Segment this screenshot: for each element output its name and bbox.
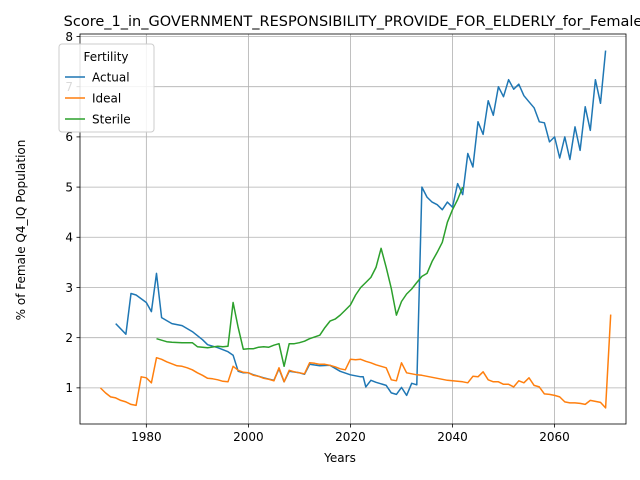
x-tick-label: 2060: [539, 430, 570, 444]
y-axis-label: % of Female Q4_IQ Population: [14, 140, 28, 321]
legend-title: Fertility: [83, 50, 128, 64]
y-tick-label: 5: [65, 180, 73, 194]
y-tick-label: 2: [65, 331, 73, 345]
series-lines: [99, 50, 612, 409]
series-line-actual: [115, 50, 607, 397]
series-line-sterile: [156, 186, 464, 368]
y-tick-label: 1: [65, 381, 73, 395]
series-line-ideal: [99, 314, 612, 409]
x-tick-label: 2000: [233, 430, 264, 444]
legend-label-actual: Actual: [92, 70, 130, 84]
x-axis-label: Years: [323, 451, 356, 465]
x-axis-ticks: 1980 2000 2020 2040 2060: [131, 424, 570, 444]
legend-items: Actual Ideal Sterile: [65, 70, 131, 126]
legend-label-sterile: Sterile: [92, 112, 131, 126]
x-tick-label: 2020: [335, 430, 366, 444]
chart-title: Score_1_in_GOVERNMENT_RESPONSIBILITY_PRO…: [64, 14, 640, 30]
y-tick-label: 3: [65, 281, 73, 295]
y-tick-label: 8: [65, 30, 73, 44]
y-tick-label: 6: [65, 130, 73, 144]
legend-label-ideal: Ideal: [92, 91, 121, 105]
grid-lines: [80, 34, 626, 424]
plot-area-frame: [79, 33, 627, 425]
y-tick-label: 4: [65, 231, 73, 245]
x-tick-label: 1980: [131, 430, 162, 444]
x-tick-label: 2040: [437, 430, 468, 444]
legend-box: [58, 43, 155, 133]
legend: Fertility Actual Ideal Sterile: [58, 43, 155, 133]
